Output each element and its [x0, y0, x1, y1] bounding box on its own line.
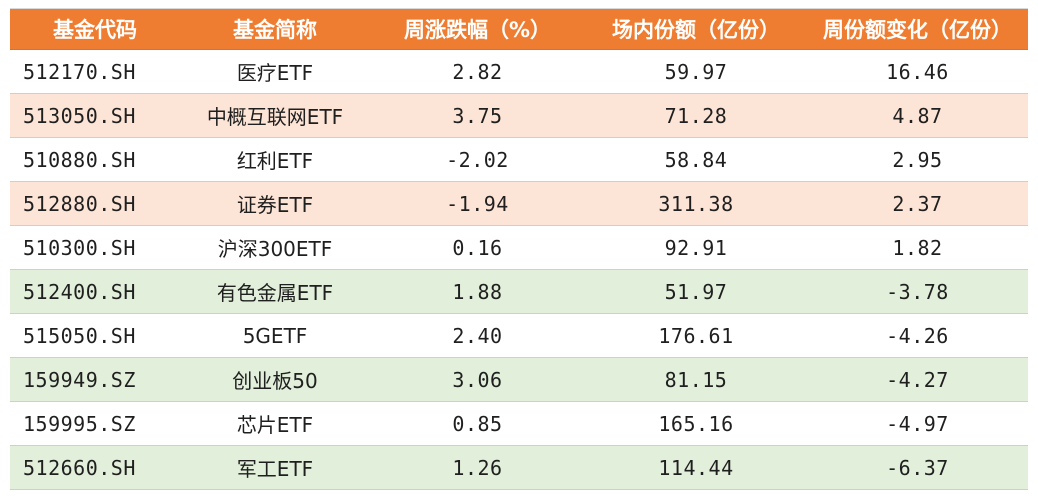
weekly-change-cell: 3.06	[452, 367, 503, 392]
header-weekly-change: 周涨跌幅（%）	[403, 18, 552, 42]
weekly-change-cell: 2.40	[452, 323, 503, 348]
share-change-cell: 1.82	[892, 235, 943, 260]
table-row: 510300.SH 沪深300ETF 0.16 92.91 1.82	[10, 226, 1028, 270]
fund-name-cell: 医疗ETF	[236, 61, 314, 85]
table-row: 510880.SH 红利ETF -2.02 58.84 2.95	[10, 138, 1028, 182]
share-change-cell: 2.95	[892, 147, 943, 172]
table-row: 159949.SZ 创业板50 3.06 81.15 -4.27	[10, 358, 1028, 402]
fund-name-cell: 证券ETF	[236, 193, 314, 217]
weekly-change-cell: -1.94	[446, 191, 509, 216]
weekly-change-cell: 1.26	[452, 455, 503, 480]
shares-cell: 176.61	[658, 323, 734, 348]
share-change-cell: 2.37	[892, 191, 943, 216]
fund-name-cell: 芯片ETF	[236, 413, 314, 437]
header-shares: 场内份额（亿份）	[612, 18, 780, 42]
fund-code-cell: 159995.SZ	[23, 411, 136, 436]
share-change-cell: -6.37	[886, 455, 949, 480]
share-change-cell: -4.27	[886, 367, 949, 392]
shares-cell: 51.97	[664, 279, 728, 304]
shares-cell: 71.28	[664, 103, 728, 128]
weekly-change-cell: -2.02	[446, 147, 509, 172]
weekly-change-cell: 2.82	[452, 59, 503, 84]
table-row: 513050.SH 中概互联网ETF 3.75 71.28 4.87	[10, 94, 1028, 138]
weekly-change-cell: 0.85	[452, 411, 503, 436]
header-fund-name: 基金简称	[233, 18, 317, 42]
table-row: 512400.SH 有色金属ETF 1.88 51.97 -3.78	[10, 270, 1028, 314]
fund-name-cell: 中概互联网ETF	[206, 105, 344, 129]
share-change-cell: -4.97	[886, 411, 949, 436]
fund-name-cell: 红利ETF	[236, 149, 314, 173]
fund-code-cell: 515050.SH	[23, 323, 136, 348]
table-row: 515050.SH 5GETF 2.40 176.61 -4.26	[10, 314, 1028, 358]
shares-cell: 58.84	[664, 147, 728, 172]
header-fund-code: 基金代码	[53, 18, 137, 42]
shares-cell: 92.91	[664, 235, 728, 260]
table-row: 159995.SZ 芯片ETF 0.85 165.16 -4.97	[10, 402, 1028, 446]
fund-name-cell: 军工ETF	[236, 457, 314, 481]
header-share-change: 周份额变化（亿份）	[823, 18, 1012, 42]
weekly-change-cell: 1.88	[452, 279, 503, 304]
fund-code-cell: 512660.SH	[23, 455, 136, 480]
fund-name-cell: 5GETF	[242, 323, 308, 348]
fund-name-cell: 创业板50	[232, 369, 318, 393]
fund-name-cell: 有色金属ETF	[216, 281, 334, 305]
shares-cell: 114.44	[658, 455, 734, 480]
share-change-cell: -4.26	[886, 323, 949, 348]
fund-name-cell: 沪深300ETF	[217, 237, 333, 261]
share-change-cell: -3.78	[886, 279, 949, 304]
fund-code-cell: 510300.SH	[23, 235, 136, 260]
fund-code-cell: 159949.SZ	[23, 367, 136, 392]
table-header-row: 基金代码 基金简称 周涨跌幅（%） 场内份额（亿份） 周份额变化（亿份）	[10, 9, 1028, 50]
fund-code-cell: 512400.SH	[23, 279, 136, 304]
shares-cell: 59.97	[664, 59, 728, 84]
share-change-cell: 4.87	[892, 103, 943, 128]
shares-cell: 311.38	[658, 191, 734, 216]
fund-code-cell: 510880.SH	[23, 147, 136, 172]
table-row: 512660.SH 军工ETF 1.26 114.44 -6.37	[10, 446, 1028, 490]
share-change-cell: 16.46	[886, 59, 949, 84]
weekly-change-cell: 0.16	[452, 235, 503, 260]
etf-table: 基金代码 基金简称 周涨跌幅（%） 场内份额（亿份） 周份额变化（亿份） 512…	[10, 8, 1028, 490]
table-row: 512880.SH 证券ETF -1.94 311.38 2.37	[10, 182, 1028, 226]
shares-cell: 165.16	[658, 411, 734, 436]
table-row: 512170.SH 医疗ETF 2.82 59.97 16.46	[10, 50, 1028, 94]
fund-code-cell: 512880.SH	[23, 191, 136, 216]
weekly-change-cell: 3.75	[452, 103, 503, 128]
shares-cell: 81.15	[664, 367, 728, 392]
fund-code-cell: 512170.SH	[23, 59, 136, 84]
fund-code-cell: 513050.SH	[23, 103, 136, 128]
